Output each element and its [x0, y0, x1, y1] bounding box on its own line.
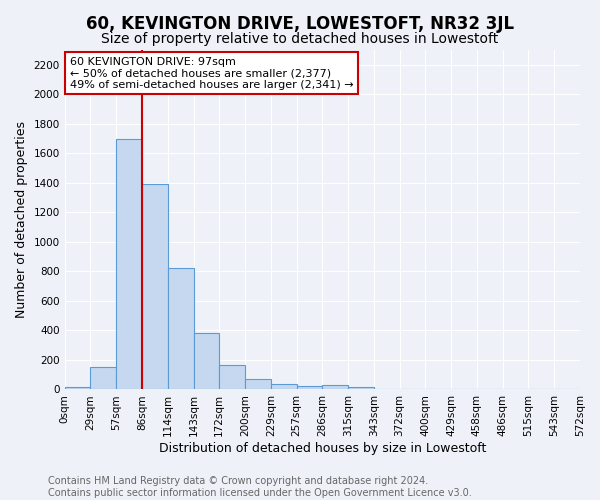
Text: 60, KEVINGTON DRIVE, LOWESTOFT, NR32 3JL: 60, KEVINGTON DRIVE, LOWESTOFT, NR32 3JL: [86, 15, 514, 33]
Bar: [65, 387, 91, 390]
Bar: [193, 334, 219, 390]
Bar: [91, 368, 116, 390]
Bar: [168, 268, 193, 390]
Bar: [142, 184, 168, 390]
Bar: [116, 138, 142, 390]
Y-axis label: Number of detached properties: Number of detached properties: [15, 121, 28, 318]
Text: Contains HM Land Registry data © Crown copyright and database right 2024.
Contai: Contains HM Land Registry data © Crown c…: [48, 476, 472, 498]
Text: Size of property relative to detached houses in Lowestoft: Size of property relative to detached ho…: [101, 32, 499, 46]
Bar: [219, 365, 245, 390]
Bar: [245, 379, 271, 390]
X-axis label: Distribution of detached houses by size in Lowestoft: Distribution of detached houses by size …: [158, 442, 486, 455]
Bar: [322, 385, 348, 390]
Text: 60 KEVINGTON DRIVE: 97sqm
← 50% of detached houses are smaller (2,377)
49% of se: 60 KEVINGTON DRIVE: 97sqm ← 50% of detac…: [70, 57, 353, 90]
Bar: [271, 384, 296, 390]
Bar: [348, 387, 374, 390]
Bar: [296, 386, 322, 390]
